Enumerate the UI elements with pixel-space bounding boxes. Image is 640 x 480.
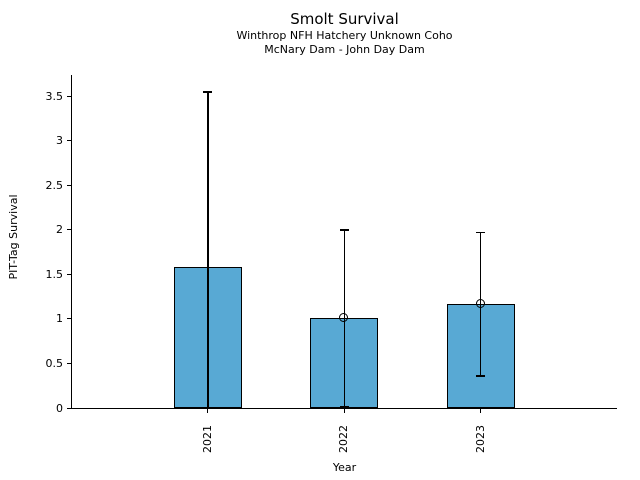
y-tick-mark	[67, 318, 71, 320]
y-tick-mark	[67, 95, 71, 97]
error-bar-2021	[207, 91, 209, 408]
error-cap-high-2021	[203, 91, 213, 93]
y-tick-mark	[67, 184, 71, 186]
x-axis-spine	[71, 408, 617, 409]
y-tick-label: 1.5	[45, 267, 64, 281]
point-marker-2023	[475, 299, 485, 309]
x-tick-mark	[207, 409, 209, 413]
x-tick-label: 2022	[337, 425, 351, 453]
y-tick-mark	[67, 362, 71, 364]
y-tick-mark	[67, 229, 71, 231]
x-tick-mark	[343, 409, 345, 413]
y-tick-label: 0	[56, 401, 63, 415]
chart-title: Smolt Survival	[290, 10, 399, 28]
y-tick-label: 3	[56, 134, 63, 148]
x-axis-label: Year	[332, 461, 357, 474]
error-cap-low-2023	[476, 375, 486, 377]
x-tick-mark	[480, 409, 482, 413]
y-axis-label: PIT-Tag Survival	[7, 194, 20, 280]
x-tick-label: 2021	[200, 425, 214, 453]
y-tick-mark	[67, 407, 71, 409]
error-cap-low-2022	[339, 406, 349, 408]
y-tick-mark	[67, 140, 71, 142]
y-axis-spine	[71, 75, 72, 409]
y-tick-label: 0.5	[45, 356, 64, 370]
y-tick-label: 3.5	[45, 89, 64, 103]
chart-subtitle-line1: Winthrop NFH Hatchery Unknown Coho	[236, 29, 453, 42]
chart-subtitle-line2: McNary Dam - John Day Dam	[264, 43, 425, 56]
x-tick-label: 2023	[473, 425, 487, 453]
error-cap-high-2023	[476, 231, 486, 234]
point-marker-2022	[339, 313, 349, 323]
y-tick-label: 2.5	[45, 178, 64, 192]
y-tick-mark	[67, 273, 71, 275]
error-cap-high-2022	[339, 229, 349, 231]
y-tick-label: 2	[56, 223, 63, 237]
y-tick-label: 1	[56, 312, 63, 326]
